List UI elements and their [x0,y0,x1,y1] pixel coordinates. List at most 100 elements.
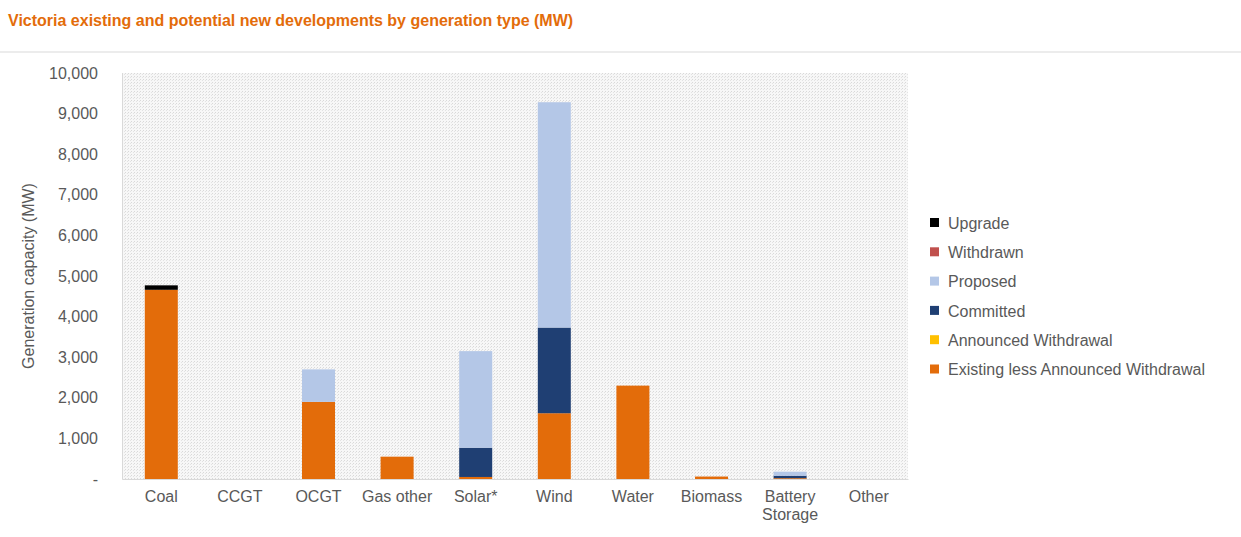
tick: Biomass [681,479,742,505]
tick-label: Coal [145,488,178,505]
legend-swatch [930,277,939,286]
series [145,285,178,289]
y-axis: - 1,000 2,000 3,000 4,000 5,000 6,000 7,000 8,00… [49,65,122,488]
bar [852,479,885,480]
tick-label-line: Storage [762,506,818,523]
tick-label: Biomass [681,488,742,505]
series [459,328,806,479]
tick-label: 5,000 [58,268,98,285]
tick-label: Wind [536,488,572,505]
bar [302,369,335,370]
tick: 7,000 [58,186,122,203]
bar [852,479,885,480]
tick: Solar* [454,479,498,505]
bar [381,456,414,457]
legend-item: Upgrade [930,215,1009,232]
bar [223,479,256,480]
bar [616,385,649,386]
bar [695,476,728,477]
tick-label: 4,000 [58,308,98,325]
tick: BatteryStorage [762,479,818,523]
bar [459,477,492,479]
bar [302,369,335,370]
legend-item: Announced Withdrawal [930,332,1113,349]
bar [223,479,256,480]
tick: 9,000 [58,105,122,122]
bar [852,479,885,480]
bar [616,386,649,479]
title: Victoria existing and potential new deve… [8,12,573,29]
bar [381,456,414,457]
tick-label-line: Battery [765,488,816,505]
series [145,290,807,479]
tick: 2,000 [58,389,122,406]
tick-label: 6,000 [58,227,98,244]
bar [459,448,492,477]
tick: Water [612,479,655,505]
tick-label: Solar* [454,488,498,505]
bar [459,351,492,352]
legend: UpgradeWithdrawnProposedCommittedAnnounc… [930,215,1205,379]
legend-swatch [930,306,939,315]
bar [223,479,256,480]
legend-item: Existing less Announced Withdrawal [930,361,1205,378]
bar [459,351,492,352]
tick-label: 8,000 [58,146,98,163]
bar [616,385,649,386]
bar [538,102,571,103]
y-axis-line [122,74,123,480]
tick-label: CCGT [217,488,263,505]
tick: Other [849,479,890,505]
bar [538,102,571,103]
tick: Wind [536,479,572,505]
bar [616,385,649,386]
tick-label: 1,000 [58,430,98,447]
bar [381,456,414,457]
bar [774,476,807,478]
tick: - [93,471,122,488]
legend-item: Withdrawn [930,244,1024,261]
bar [538,413,571,479]
tick-label: - [93,471,98,488]
tick: Coal [145,479,178,505]
legend-label: Withdrawn [948,244,1024,261]
legend-item: Committed [930,303,1025,320]
bar [145,290,178,479]
tick: 1,000 [58,430,122,447]
bar [852,479,885,480]
tick-label: 9,000 [58,105,98,122]
tick: 5,000 [58,268,122,285]
tick-label: OCGT [295,488,341,505]
bar [774,472,807,476]
tick-label: BatteryStorage [762,488,818,523]
bar [695,476,728,477]
bar [302,402,335,479]
tick-label: Other [849,488,890,505]
bar [302,369,335,401]
tick: 4,000 [58,308,122,325]
legend-label: Committed [948,303,1025,320]
bar [223,479,256,480]
title-rule [0,52,1241,53]
bar [695,476,728,477]
plot: - 1,000 2,000 3,000 4,000 5,000 6,000 7,000 8,00… [49,65,908,523]
legend-label: Upgrade [948,215,1009,232]
x-axis-line [123,479,909,480]
series [302,102,807,476]
bar [695,477,728,479]
x-axis: CoalCCGTOCGTGas otherSolar*WindWaterBiom… [123,479,909,523]
chart: Victoria existing and potential new deve… [0,0,1241,537]
tick: 6,000 [58,227,122,244]
bar [145,285,178,289]
tick-label: 7,000 [58,186,98,203]
bar [381,456,414,457]
legend-swatch [930,247,939,256]
legend-label: Announced Withdrawal [948,332,1113,349]
legend-swatch [930,218,939,227]
bars [145,102,807,479]
tick-label: 3,000 [58,349,98,366]
tick-label: 2,000 [58,389,98,406]
bar [381,456,414,457]
tick: 8,000 [58,146,122,163]
bar [852,479,885,480]
